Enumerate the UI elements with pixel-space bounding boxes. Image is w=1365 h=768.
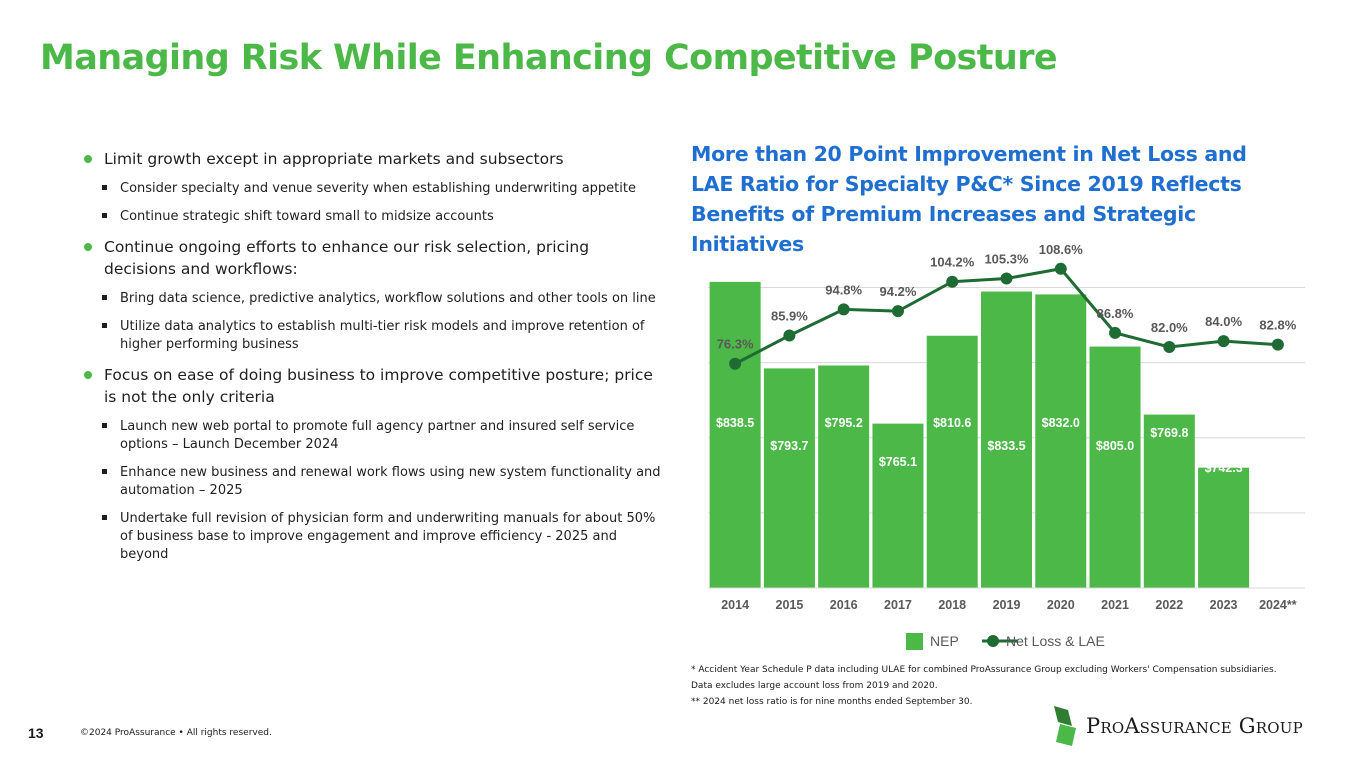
net-loss-point	[783, 329, 796, 342]
legend-swatch-nep	[906, 633, 923, 650]
x-tick-label: 2023	[1210, 598, 1238, 612]
net-loss-value-label: 82.8%	[1259, 318, 1296, 333]
x-tick-label: 2021	[1101, 598, 1129, 612]
bullet-item: Limit growth except in appropriate marke…	[84, 148, 664, 170]
nep-value-label: $793.7	[770, 439, 808, 453]
net-loss-value-label: 82.0%	[1151, 320, 1188, 335]
net-loss-value-label: 105.3%	[984, 252, 1029, 267]
logo-text: ProAssurance Group	[1086, 714, 1303, 738]
net-loss-point	[1163, 340, 1176, 353]
nep-value-label: $832.0	[1042, 416, 1080, 430]
copyright-text: ©2024 ProAssurance • All rights reserved…	[80, 728, 272, 738]
nep-bar	[1035, 294, 1087, 588]
nep-bar	[763, 368, 815, 588]
x-tick-label: 2022	[1155, 598, 1183, 612]
x-tick-label: 2019	[993, 598, 1021, 612]
net-loss-value-label: 108.6%	[1039, 242, 1084, 257]
net-loss-point	[837, 303, 850, 316]
footnote-1: * Accident Year Schedule P data includin…	[691, 665, 1277, 691]
x-tick-label: 2014	[721, 598, 749, 612]
x-tick-label: 2018	[938, 598, 966, 612]
company-logo: ProAssurance Group	[1050, 704, 1330, 750]
net-loss-value-label: 94.8%	[825, 282, 862, 297]
sub-bullet-item: Launch new web portal to promote full ag…	[84, 418, 664, 454]
x-tick-label: 2017	[884, 598, 912, 612]
footnotes: * Accident Year Schedule P data includin…	[691, 662, 1291, 710]
sub-bullet-item: Enhance new business and renewal work fl…	[84, 464, 664, 500]
nep-value-label: $765.1	[879, 455, 917, 469]
footnote-2: ** 2024 net loss ratio is for nine month…	[691, 697, 973, 707]
nep-bar	[872, 423, 924, 588]
x-tick-label: 2015	[776, 598, 804, 612]
sub-bullet-item: Utilize data analytics to establish mult…	[84, 318, 664, 354]
x-tick-label: 2024**	[1259, 598, 1297, 612]
net-loss-value-label: 84.0%	[1205, 314, 1242, 329]
nep-bar	[1143, 414, 1195, 588]
net-loss-point	[1054, 262, 1067, 275]
nep-value-label: $795.2	[825, 416, 863, 430]
sub-bullet-item: Continue strategic shift toward small to…	[84, 208, 664, 226]
bullet-list: Limit growth except in appropriate marke…	[84, 148, 664, 574]
nep-value-label: $838.5	[716, 416, 754, 430]
nep-value-label: $810.6	[933, 416, 971, 430]
net-loss-value-label: 94.2%	[880, 284, 917, 299]
logo-mark-icon	[1054, 706, 1076, 746]
net-loss-point	[891, 305, 904, 318]
net-loss-point	[1109, 326, 1122, 339]
sub-bullet-item: Undertake full revision of physician for…	[84, 510, 664, 564]
net-loss-value-label: 76.3%	[717, 337, 754, 352]
nep-value-label: $805.0	[1096, 439, 1134, 453]
nep-value-label: $769.8	[1150, 426, 1188, 440]
sub-bullet-item: Bring data science, predictive analytics…	[84, 290, 664, 308]
nep-value-label: $742.3	[1204, 461, 1242, 475]
x-tick-label: 2016	[830, 598, 858, 612]
x-tick-label: 2020	[1047, 598, 1075, 612]
net-loss-value-label: 104.2%	[930, 255, 975, 270]
net-loss-point	[1000, 272, 1013, 285]
nep-bar	[980, 291, 1033, 588]
nep-bar	[926, 335, 978, 588]
net-loss-value-label: 85.9%	[771, 309, 808, 324]
bullet-item: Continue ongoing efforts to enhance our …	[84, 236, 664, 280]
nep-bar	[709, 281, 761, 588]
chart-heading: More than 20 Point Improvement in Net Lo…	[691, 142, 1247, 256]
nep-value-label: $833.5	[987, 439, 1025, 453]
nep-bar	[1089, 346, 1141, 588]
net-loss-value-label: 86.8%	[1097, 306, 1134, 321]
nep-bar	[1198, 467, 1250, 588]
net-loss-point	[729, 357, 742, 370]
page-number: 13	[28, 725, 44, 741]
legend-marker-net-loss	[987, 635, 999, 647]
legend-label-nep: NEP	[930, 633, 959, 649]
net-loss-point	[1271, 338, 1284, 351]
legend-label-net-loss: Net Loss & LAE	[1006, 633, 1105, 649]
net-loss-point	[1217, 335, 1230, 348]
combo-chart: $838.5 $793.7 $795.2 $765.1 $810.6 $833.5 $832…	[708, 242, 1305, 650]
net-loss-point	[946, 275, 959, 288]
bullet-item: Focus on ease of doing business to impro…	[84, 364, 664, 408]
sub-bullet-item: Consider specialty and venue severity wh…	[84, 180, 664, 198]
nep-bar	[818, 365, 870, 588]
slide-title: Managing Risk While Enhancing Competitiv…	[40, 38, 1058, 78]
